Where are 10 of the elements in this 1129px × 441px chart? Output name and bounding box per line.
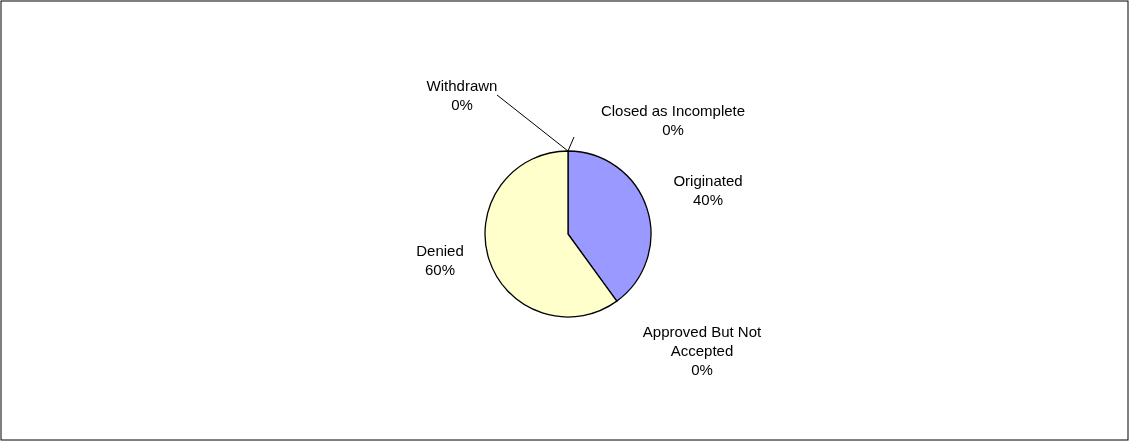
text: 0% bbox=[691, 361, 713, 378]
slice-label: Denied bbox=[416, 242, 464, 259]
category-label: Withdrawn bbox=[426, 77, 498, 94]
data-label: 60% bbox=[424, 261, 456, 278]
category-label: Closed as Incomplete bbox=[600, 102, 746, 119]
text: 0% bbox=[451, 96, 473, 113]
data-label: 40% bbox=[692, 191, 724, 208]
category-label: Approved But Not Accepted bbox=[642, 323, 762, 359]
slice-label: Originated bbox=[673, 172, 743, 189]
text: 0% bbox=[662, 121, 684, 138]
